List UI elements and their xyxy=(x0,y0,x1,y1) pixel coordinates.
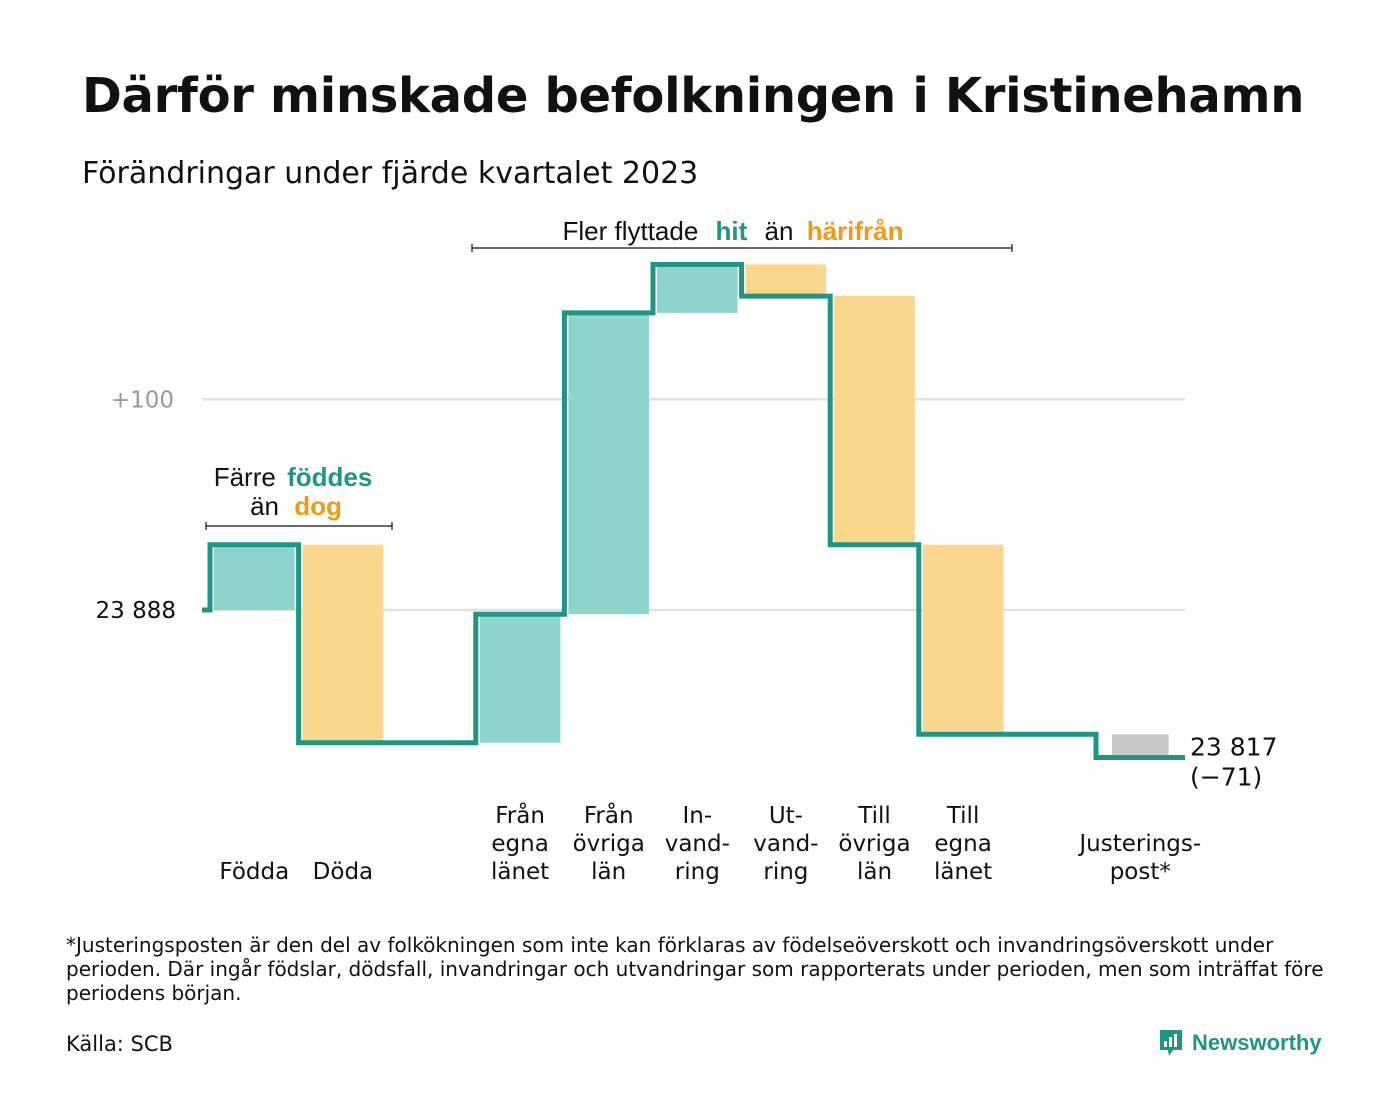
category-label: ring xyxy=(763,859,808,885)
category-label: ring xyxy=(675,859,720,885)
category-label: vand- xyxy=(753,831,818,857)
waterfall-bar xyxy=(479,614,561,743)
end-change-label: (−71) xyxy=(1190,763,1262,792)
migration-annotation: Fler flyttade hit än härifrån xyxy=(471,216,1013,252)
category-label: post* xyxy=(1110,859,1171,885)
category-label: egna xyxy=(491,831,548,857)
category-label: Från xyxy=(495,801,545,829)
chart-title: Därför minskade befolkningen i Kristineh… xyxy=(82,68,1305,124)
category-label: övriga xyxy=(838,831,910,857)
end-value-label: 23 817 xyxy=(1190,733,1277,762)
category-label: Födda xyxy=(219,859,289,885)
category-label: övriga xyxy=(573,831,645,857)
waterfall-bar xyxy=(1112,734,1169,758)
cumulative-step-line xyxy=(202,262,1185,760)
category-label: Till xyxy=(857,803,891,829)
category-label: vand- xyxy=(665,831,730,857)
svg-text:Färre föddes: Färre föddes xyxy=(214,462,373,492)
category-label: Till xyxy=(946,803,980,829)
bars-layer xyxy=(214,264,1169,758)
births-deaths-annotation: Färre föddes än dog xyxy=(205,462,393,530)
annotation-highlight-decrease: dog xyxy=(294,491,342,521)
waterfall-bar xyxy=(302,544,384,743)
svg-text:än dog: än dog xyxy=(250,491,342,521)
annotation-text: Fler flyttade xyxy=(562,216,698,246)
svg-text:Fler flyttade hit: Fler flyttade hit än härifrån xyxy=(562,216,903,246)
annotation-highlight-decrease: härifrån xyxy=(807,216,904,246)
category-label: Från xyxy=(584,801,634,829)
category-label: länet xyxy=(491,859,549,885)
category-label: egna xyxy=(934,831,991,857)
brand-logo: Newsworthy xyxy=(1158,1028,1322,1058)
waterfall-bar xyxy=(657,264,738,313)
source-credit: Källa: SCB xyxy=(66,1032,173,1056)
category-label: Döda xyxy=(313,859,373,885)
waterfall-bar xyxy=(834,296,915,545)
annotation-text: än xyxy=(765,216,794,246)
category-label: länet xyxy=(934,859,992,885)
y-tick-label: +100 xyxy=(111,387,174,413)
chart-subtitle: Förändringar under fjärde kvartalet 2023 xyxy=(82,156,699,191)
footnote: *Justeringsposten är den del av folkökni… xyxy=(66,933,1324,1005)
annotation-text: Färre xyxy=(214,462,276,492)
category-label: Ut- xyxy=(769,803,803,829)
annotation-highlight-increase: föddes xyxy=(287,462,372,492)
start-value-label: 23 888 xyxy=(96,598,176,624)
waterfall-bar xyxy=(922,544,1004,735)
annotation-text: än xyxy=(250,491,279,521)
newsworthy-logo-icon xyxy=(1160,1030,1182,1056)
waterfall-bar xyxy=(745,264,827,297)
annotation-highlight-increase: hit xyxy=(716,216,748,246)
category-label: län xyxy=(591,859,626,885)
waterfall-bar xyxy=(214,544,295,610)
waterfall-bar xyxy=(568,312,649,615)
category-label: Justerings- xyxy=(1077,831,1201,857)
category-label: In- xyxy=(682,803,712,829)
category-label: län xyxy=(857,859,892,885)
brand-name: Newsworthy xyxy=(1192,1030,1322,1055)
